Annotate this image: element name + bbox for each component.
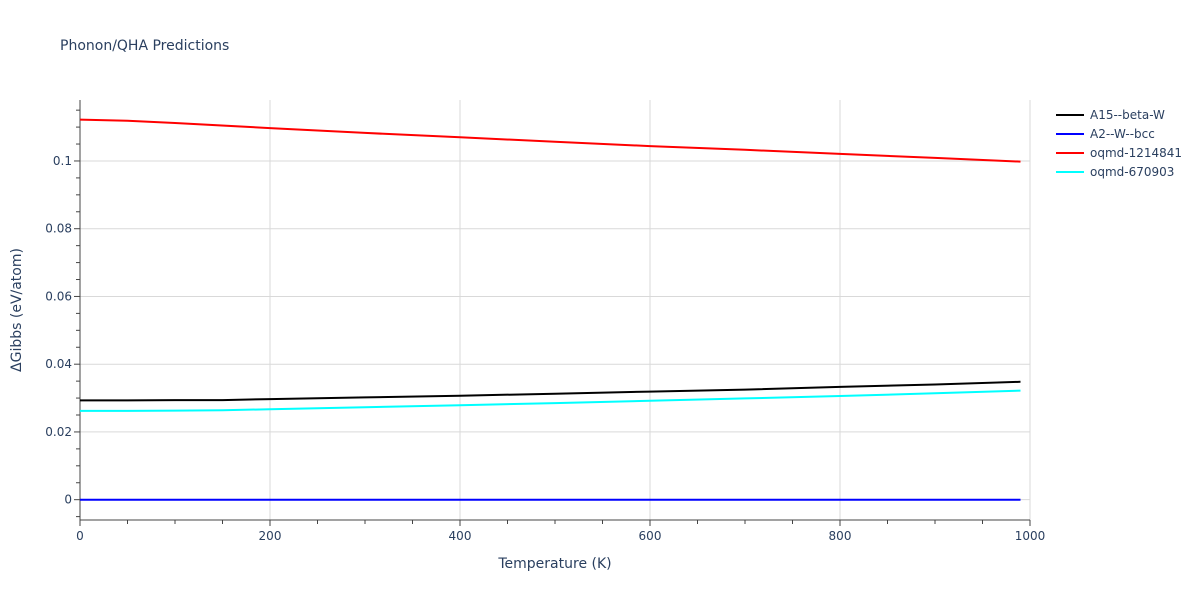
x-tick-label: 1000 (1015, 529, 1046, 543)
x-axis-title: Temperature (K) (497, 556, 611, 572)
series-line-3[interactable] (80, 389, 1021, 412)
series-line-2[interactable] (79, 118, 1021, 163)
x-tick-label: 600 (639, 529, 662, 543)
y-tick-label: 0.04 (45, 357, 72, 371)
legend[interactable]: A15--beta-W A2--W--bcc oqmd-1214841 oqmd-67… (1056, 108, 1182, 179)
x-tick-label: 400 (449, 529, 472, 543)
chart-title: Phonon/QHA Predictions (60, 38, 229, 54)
plot-area (79, 118, 1021, 501)
legend-item[interactable]: oqmd-670903 (1056, 165, 1174, 179)
legend-label: A2--W--bcc (1090, 127, 1155, 141)
y-tick-label: 0.06 (45, 289, 72, 303)
legend-item[interactable]: oqmd-1214841 (1056, 146, 1182, 160)
gridlines (80, 100, 1031, 520)
y-tick-label: 0 (64, 493, 72, 507)
x-tick-label: 800 (829, 529, 852, 543)
legend-label: oqmd-1214841 (1090, 146, 1182, 160)
x-tick-label: 0 (76, 529, 84, 543)
legend-item[interactable]: A2--W--bcc (1056, 127, 1155, 141)
x-tick-label: 200 (259, 529, 282, 543)
y-tick-label: 0.08 (45, 222, 72, 236)
legend-item[interactable]: A15--beta-W (1056, 108, 1165, 122)
y-axis-title: ΔGibbs (eV/atom) (9, 248, 25, 372)
y-tick-label: 0.02 (45, 425, 72, 439)
series-line-0[interactable] (80, 380, 1021, 402)
axes: 0 200 400 600 800 1000 0 0.02 0.04 0.06 0.08 0.1 (45, 100, 1045, 543)
y-tick-label: 0.1 (53, 154, 72, 168)
legend-label: A15--beta-W (1090, 108, 1165, 122)
legend-label: oqmd-670903 (1090, 165, 1174, 179)
